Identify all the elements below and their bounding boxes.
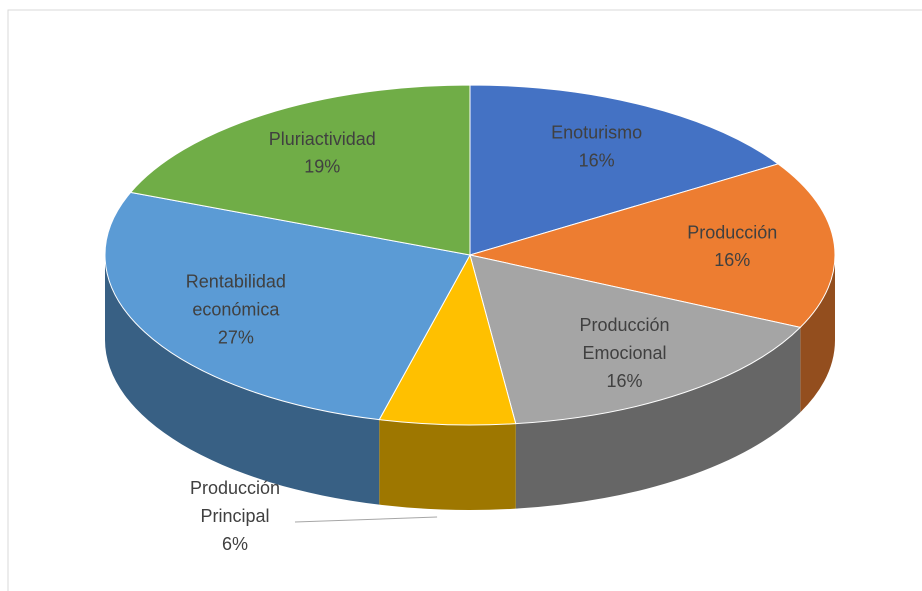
pie-slice-side — [105, 255, 380, 505]
data-label-category: Pluriactividad — [269, 129, 376, 149]
pie-slice — [378, 253, 517, 426]
data-label-value: 27% — [218, 327, 254, 347]
data-label-category: Producción Emocional — [579, 315, 669, 363]
pie-slice — [469, 163, 836, 328]
pie-slice — [104, 191, 471, 421]
data-label-category: Rentabilidad económica — [186, 271, 286, 319]
data-label-category: Producción — [687, 222, 777, 242]
pie-slice-side — [515, 327, 801, 509]
pie-slice — [469, 84, 780, 256]
pie-slice-side — [800, 255, 835, 413]
data-label-value: 19% — [304, 157, 340, 177]
pie-slice — [129, 84, 471, 256]
data-label-value: 16% — [714, 250, 750, 270]
pie-slice — [469, 254, 802, 425]
leader-line — [294, 516, 438, 523]
pie-slice-side — [379, 419, 516, 510]
data-label-value: 16% — [579, 150, 615, 170]
data-label-value: 16% — [606, 371, 642, 391]
data-label-value: 6% — [222, 534, 248, 554]
data-label-category: Producción Principal — [190, 478, 280, 526]
data-label-category: Enoturismo — [551, 122, 642, 142]
